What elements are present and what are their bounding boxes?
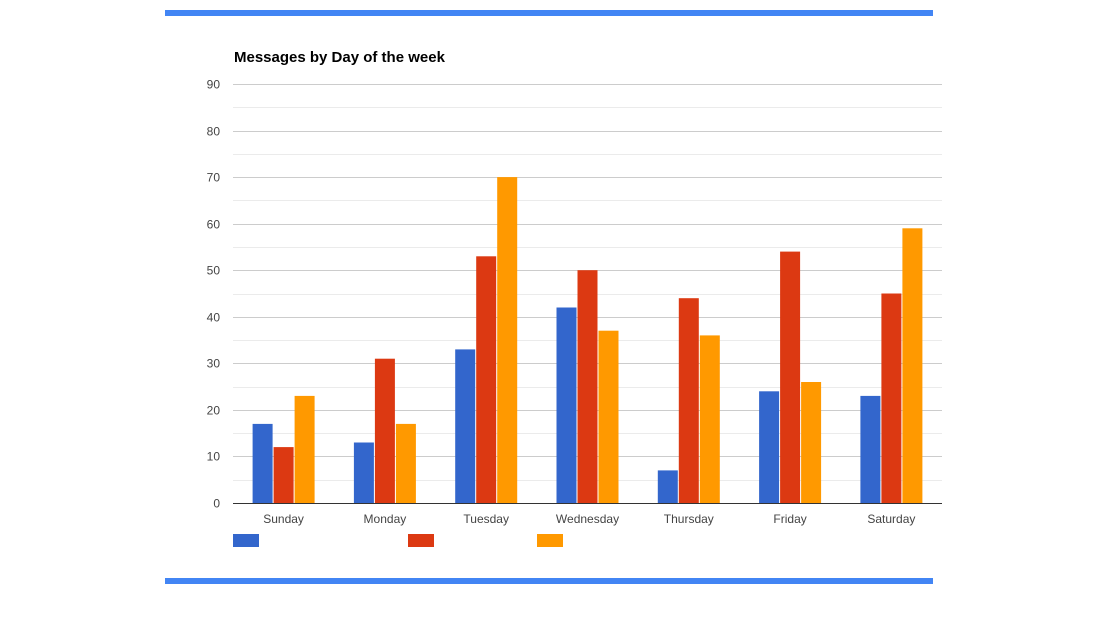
bar-tuesday-series-2 bbox=[476, 256, 497, 503]
bar-sunday-series-3 bbox=[294, 395, 315, 503]
bar-saturday-series-3 bbox=[902, 228, 923, 504]
y-tick-label: 90 bbox=[207, 78, 221, 92]
legend-swatch-series-3 bbox=[537, 534, 563, 547]
bar-monday-series-3 bbox=[395, 423, 416, 503]
legend-swatch-series-2 bbox=[408, 534, 434, 547]
bar-friday-series-3 bbox=[801, 382, 822, 503]
x-tick-label: Saturday bbox=[867, 512, 915, 526]
y-tick-label: 30 bbox=[207, 357, 221, 371]
y-tick-label: 20 bbox=[207, 404, 221, 418]
y-tick-label: 40 bbox=[207, 311, 221, 325]
bar-wednesday-series-3 bbox=[598, 330, 619, 503]
bottom-accent-bar bbox=[165, 578, 933, 584]
bar-thursday-series-3 bbox=[699, 335, 720, 503]
y-tick-label: 0 bbox=[213, 497, 220, 511]
bar-sunday-series-2 bbox=[273, 447, 294, 503]
x-tick-label: Wednesday bbox=[556, 512, 619, 526]
x-tick-label: Thursday bbox=[664, 512, 714, 526]
chart-title: Messages by Day of the week bbox=[234, 49, 445, 66]
bar-sunday-series-1 bbox=[252, 423, 273, 503]
bar-wednesday-series-2 bbox=[577, 270, 598, 503]
top-accent-bar bbox=[165, 10, 933, 16]
bar-friday-series-1 bbox=[759, 391, 780, 503]
bar-friday-series-2 bbox=[780, 251, 801, 503]
bar-monday-series-1 bbox=[353, 442, 374, 503]
bar-saturday-series-2 bbox=[881, 293, 902, 503]
x-tick-label: Tuesday bbox=[463, 512, 509, 526]
bar-saturday-series-1 bbox=[860, 395, 881, 503]
bar-thursday-series-2 bbox=[678, 298, 699, 503]
bar-thursday-series-1 bbox=[657, 470, 678, 503]
bar-tuesday-series-1 bbox=[455, 349, 476, 503]
x-tick-label: Sunday bbox=[263, 512, 304, 526]
bar-tuesday-series-3 bbox=[497, 177, 518, 503]
y-tick-label: 80 bbox=[207, 125, 221, 139]
y-tick-label: 60 bbox=[207, 218, 221, 232]
x-tick-label: Friday bbox=[773, 512, 806, 526]
legend-swatch-series-1 bbox=[233, 534, 259, 547]
y-tick-label: 50 bbox=[207, 264, 221, 278]
y-tick-label: 70 bbox=[207, 171, 221, 185]
x-tick-label: Monday bbox=[364, 512, 407, 526]
bar-monday-series-2 bbox=[374, 358, 395, 503]
y-tick-label: 10 bbox=[207, 450, 221, 464]
bar-wednesday-series-1 bbox=[556, 307, 577, 503]
